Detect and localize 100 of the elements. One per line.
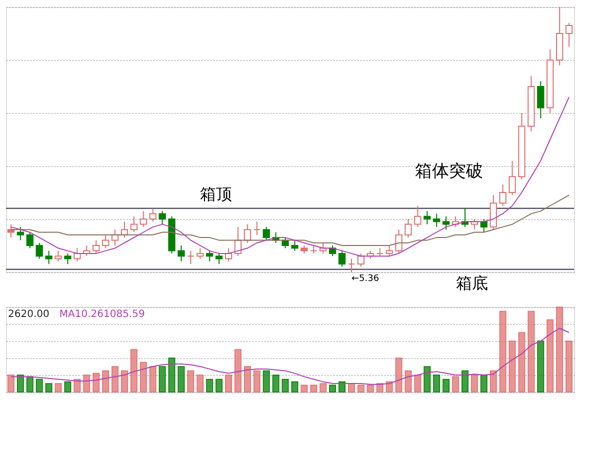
candlestick (16, 226, 24, 241)
candlestick (490, 194, 497, 230)
bar (462, 370, 468, 392)
candlestick (215, 252, 223, 265)
bar (225, 374, 232, 392)
bar (149, 366, 156, 392)
candlestick (282, 237, 289, 249)
bar (357, 384, 364, 392)
candlestick (424, 210, 431, 225)
candlestick (74, 248, 81, 262)
bar (291, 381, 298, 392)
bar (433, 374, 440, 392)
bar (300, 384, 308, 392)
bar (140, 362, 147, 392)
bar (537, 340, 544, 392)
candlestick (348, 258, 356, 272)
bar (206, 378, 214, 392)
candlestick (291, 240, 298, 252)
annotation: 2620.00 (8, 309, 50, 320)
bar (452, 376, 460, 392)
candlestick (224, 248, 232, 262)
bar (329, 384, 336, 392)
bar (272, 374, 280, 392)
bar (16, 374, 24, 392)
bar (168, 358, 176, 392)
candlestick (442, 216, 450, 230)
bar (92, 372, 100, 392)
candlestick (26, 232, 34, 249)
bar (196, 374, 204, 392)
candlestick (149, 208, 156, 222)
bar (253, 370, 260, 392)
bar (499, 310, 506, 392)
candlestick (253, 221, 260, 236)
bar (546, 319, 554, 392)
candlestick (130, 216, 138, 233)
candlestick (54, 250, 62, 262)
candlestick (244, 224, 252, 244)
bar (74, 378, 81, 392)
bar (234, 349, 242, 392)
bar (424, 366, 431, 392)
bar (490, 370, 497, 392)
bar (480, 374, 488, 392)
bar (508, 340, 516, 392)
candlestick (537, 80, 544, 119)
bar (395, 358, 402, 392)
candlestick (480, 218, 488, 233)
bar (348, 383, 355, 392)
bar (262, 370, 270, 392)
candlestick (338, 250, 346, 268)
ref-line-label: 箱顶 (200, 184, 232, 204)
candlestick (178, 245, 185, 262)
bar (528, 310, 535, 392)
bar (366, 384, 374, 392)
candlestick (45, 250, 52, 265)
bar (178, 366, 185, 392)
candlestick (499, 184, 506, 206)
candlestick (7, 224, 15, 238)
candlestick (158, 210, 166, 225)
bar (310, 384, 318, 392)
candlestick (140, 210, 147, 228)
candlestick (508, 160, 516, 196)
candlestick (196, 248, 204, 260)
bar (518, 332, 526, 392)
bar (102, 370, 110, 392)
candlestick (386, 245, 393, 257)
bar (54, 383, 62, 392)
candlestick (102, 234, 110, 249)
candlestick (395, 229, 402, 254)
bar (26, 376, 34, 392)
candlestick (433, 213, 440, 228)
candlestick (414, 205, 422, 228)
bar (45, 383, 52, 392)
candlestick (357, 252, 365, 268)
bar (187, 370, 194, 392)
annotation: MA10.261085.59 (59, 309, 145, 320)
annotation: 箱体突破 (415, 161, 484, 182)
bar (442, 378, 450, 392)
bar (216, 378, 223, 392)
bar (64, 381, 72, 392)
bar (566, 340, 573, 392)
candlestick (565, 22, 573, 48)
bar (320, 383, 327, 392)
bar (120, 370, 128, 392)
candlestick (206, 250, 214, 262)
bar (158, 366, 166, 392)
bar (83, 374, 90, 392)
ref-line-label: 箱底 (456, 273, 488, 292)
bar (36, 378, 43, 392)
candlestick (92, 240, 100, 254)
candlestick (36, 242, 43, 260)
candlestick (262, 226, 270, 241)
candlestick (64, 252, 72, 265)
bar (244, 366, 251, 392)
bar (556, 306, 564, 392)
bar (130, 349, 138, 392)
bar (470, 374, 478, 392)
candlestick (404, 218, 412, 238)
candlestick (187, 250, 194, 265)
bar (7, 374, 14, 392)
bar (414, 374, 422, 392)
